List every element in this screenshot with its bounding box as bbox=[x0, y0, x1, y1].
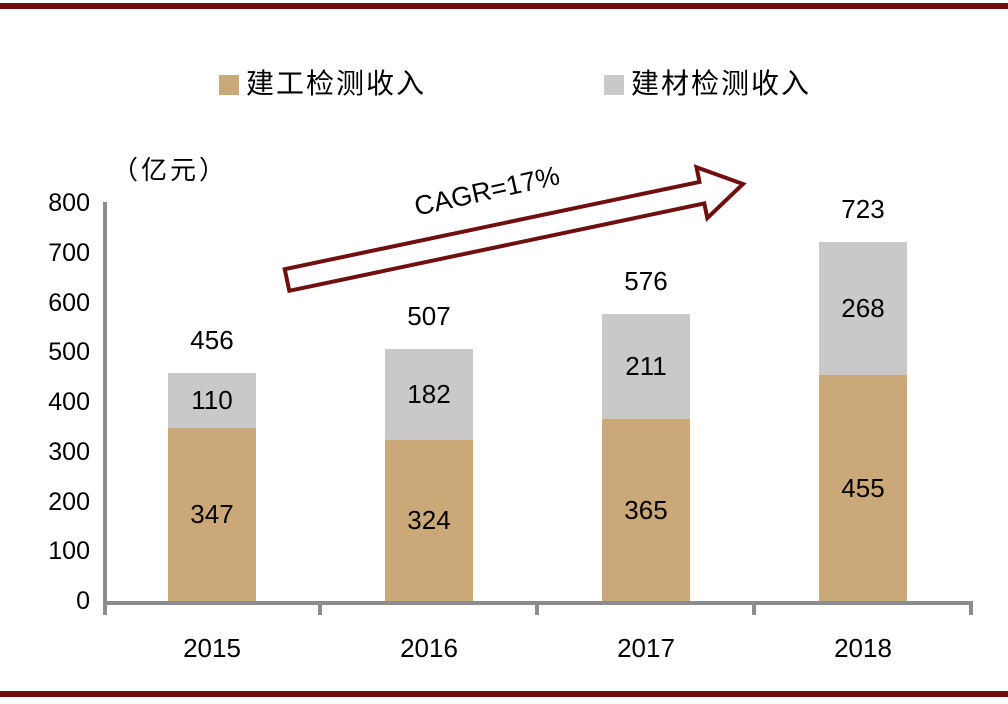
x-axis-tick bbox=[103, 601, 107, 615]
bar-segment-materials: 182 bbox=[385, 349, 473, 440]
bar-segment-materials: 110 bbox=[168, 373, 256, 428]
x-axis-tick bbox=[969, 601, 973, 615]
y-axis-tick-label: 100 bbox=[48, 537, 90, 565]
y-axis-unit-label: （亿元） bbox=[112, 156, 229, 185]
bar-total-label: 576 bbox=[624, 266, 668, 296]
y-axis-tick-label: 300 bbox=[48, 438, 90, 466]
bar-segment-construction: 365 bbox=[602, 419, 690, 601]
bar-segment-materials: 211 bbox=[602, 314, 690, 419]
x-axis-category-label: 2018 bbox=[834, 633, 892, 663]
y-axis-tick-label: 400 bbox=[48, 388, 90, 416]
bottom-rule-divider bbox=[0, 691, 1008, 697]
x-axis-category-label: 2017 bbox=[617, 633, 675, 663]
bar-segment-construction: 347 bbox=[168, 428, 256, 601]
legend-item-construction: 建工检测收入 bbox=[219, 70, 426, 100]
x-axis-category-label: 2016 bbox=[400, 633, 458, 663]
x-axis-tick bbox=[535, 601, 539, 615]
legend-label-construction: 建工检测收入 bbox=[246, 69, 427, 100]
bar-total-label: 456 bbox=[190, 325, 234, 355]
legend-label-materials: 建材检测收入 bbox=[631, 69, 812, 100]
bar-total-label: 723 bbox=[841, 194, 885, 224]
bar-segment-construction: 455 bbox=[819, 375, 907, 601]
bar-total-label: 507 bbox=[407, 301, 451, 331]
bar-segment-materials: 268 bbox=[819, 242, 907, 375]
bar-segment-construction: 324 bbox=[385, 440, 473, 601]
y-axis-tick-label: 800 bbox=[48, 189, 90, 217]
y-axis-tick-label: 500 bbox=[48, 338, 90, 366]
y-axis-tick-label: 200 bbox=[48, 488, 90, 516]
x-axis-tick bbox=[752, 601, 756, 615]
legend-swatch-gray bbox=[604, 75, 624, 95]
y-axis-tick-label: 600 bbox=[48, 289, 90, 317]
x-axis-category-label: 2015 bbox=[183, 633, 241, 663]
y-axis-line bbox=[103, 202, 107, 605]
legend-item-materials: 建材检测收入 bbox=[604, 70, 811, 100]
top-rule-divider bbox=[0, 3, 1008, 9]
y-axis-tick-label: 700 bbox=[48, 239, 90, 267]
x-axis-tick bbox=[318, 601, 322, 615]
y-axis-tick-label: 0 bbox=[76, 587, 90, 615]
legend-swatch-tan bbox=[219, 75, 239, 95]
